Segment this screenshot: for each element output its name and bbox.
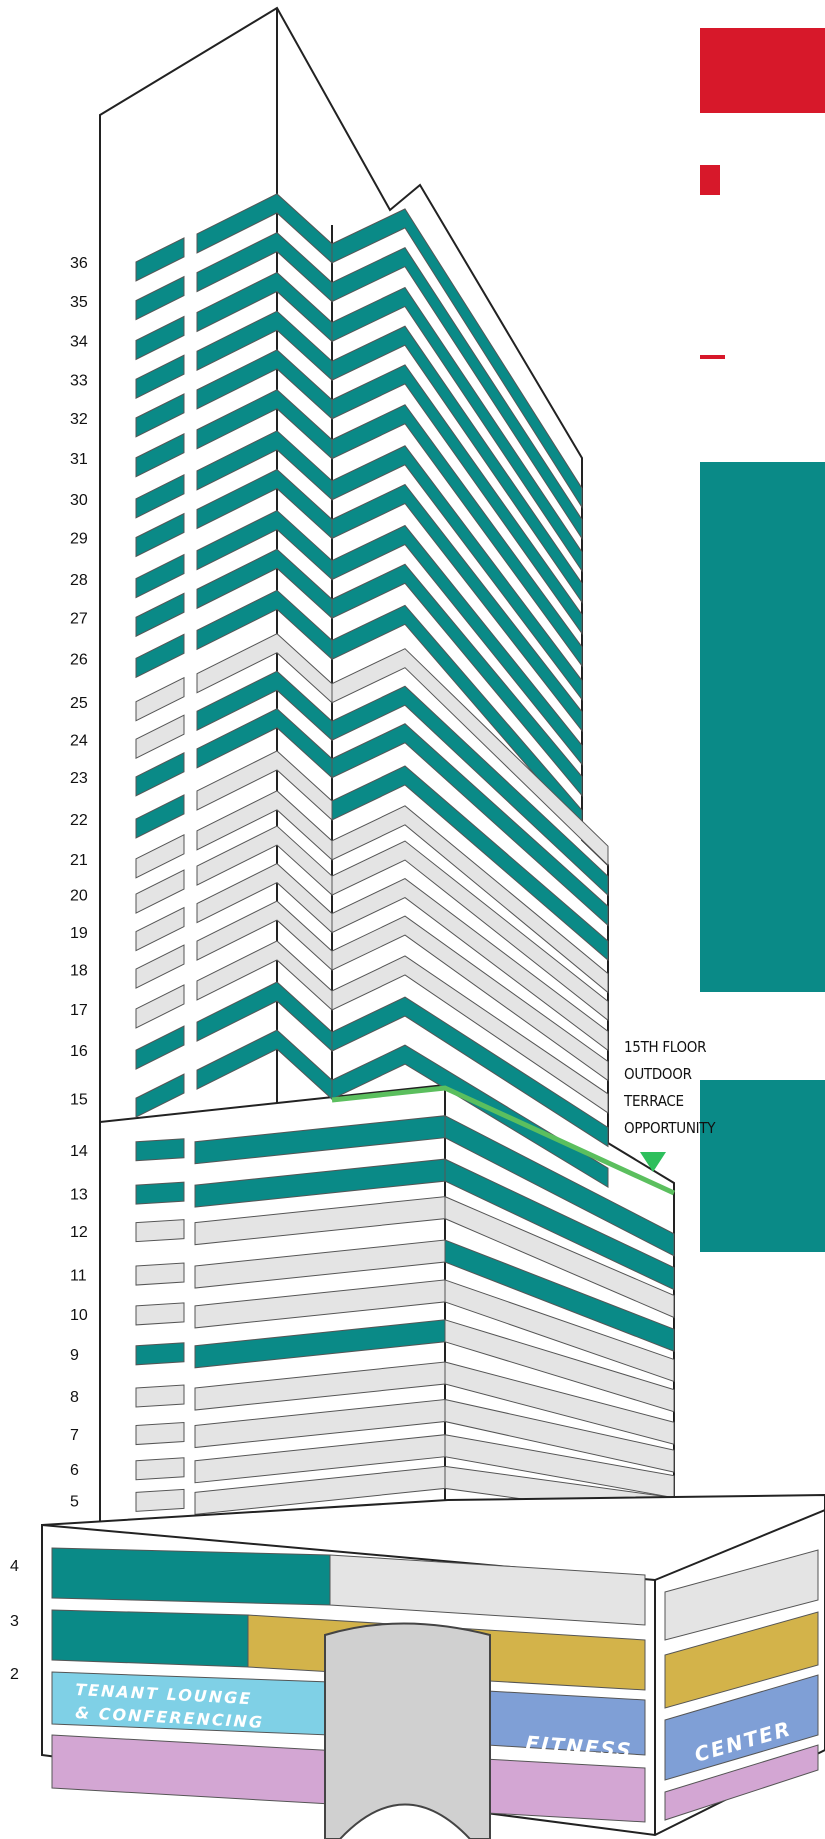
table-column bbox=[700, 1080, 825, 1252]
floor-label: 14 bbox=[70, 1143, 88, 1160]
floor-label: 10 bbox=[70, 1307, 88, 1324]
floor-label: 20 bbox=[70, 887, 88, 904]
floor-label: 30 bbox=[70, 492, 88, 509]
floor-label: 8 bbox=[70, 1389, 79, 1406]
tower bbox=[100, 8, 674, 1553]
window-band bbox=[136, 1182, 184, 1204]
annotation: TERRACE bbox=[623, 1092, 684, 1110]
floor-label: 12 bbox=[70, 1224, 88, 1241]
table-column bbox=[700, 462, 825, 992]
stacking-diagram: TENANT LOUNGE & CONFERENCING FITNESS CEN… bbox=[0, 0, 825, 1839]
floor-label: 15 bbox=[70, 1091, 88, 1108]
floor-label: 9 bbox=[70, 1347, 79, 1364]
window-band bbox=[136, 1489, 184, 1511]
floor-label: 2 bbox=[10, 1666, 19, 1683]
floor-label: 22 bbox=[70, 812, 88, 829]
floor-label: 23 bbox=[70, 770, 88, 787]
window-band bbox=[136, 1458, 184, 1480]
floor-label: 6 bbox=[70, 1462, 79, 1479]
floor-label: 19 bbox=[70, 925, 88, 942]
floor-label: 13 bbox=[70, 1186, 88, 1203]
floor-label: 36 bbox=[70, 255, 88, 272]
annotation: 15TH FLOOR bbox=[624, 1038, 706, 1056]
header-block bbox=[700, 28, 825, 113]
floor-label: 4 bbox=[10, 1558, 19, 1575]
annotation: OPPORTUNITY bbox=[624, 1119, 716, 1137]
floor-label: 35 bbox=[70, 294, 88, 311]
floor-label: 24 bbox=[70, 732, 88, 749]
floor-label: 32 bbox=[70, 411, 88, 428]
floor-label: 7 bbox=[70, 1427, 79, 1444]
floor-label: 5 bbox=[70, 1494, 79, 1511]
floor-label: 28 bbox=[70, 572, 88, 589]
floor-label: 17 bbox=[70, 1002, 88, 1019]
floor-label: 16 bbox=[70, 1043, 88, 1060]
podium: TENANT LOUNGE & CONFERENCING FITNESS CEN… bbox=[42, 1495, 825, 1839]
floor-label: 33 bbox=[70, 372, 88, 389]
floor-label: 11 bbox=[70, 1267, 87, 1284]
floor-label: 34 bbox=[70, 334, 88, 351]
floor-4-band bbox=[52, 1548, 330, 1605]
header-accent bbox=[700, 165, 720, 195]
floor-label: 21 bbox=[70, 852, 88, 869]
window-band bbox=[136, 1303, 184, 1325]
floor-label: 25 bbox=[70, 695, 88, 712]
floor-label: 29 bbox=[70, 531, 88, 548]
window-band bbox=[136, 1139, 184, 1161]
window-band bbox=[136, 1220, 184, 1242]
annotation: OUTDOOR bbox=[624, 1065, 692, 1083]
header-rule bbox=[700, 355, 725, 359]
window-band bbox=[136, 1343, 184, 1365]
window-band bbox=[136, 1263, 184, 1285]
floor-label: 31 bbox=[70, 451, 88, 468]
floor-label: 18 bbox=[70, 962, 88, 979]
floor-3-band bbox=[52, 1610, 248, 1667]
floor-label: 3 bbox=[10, 1613, 19, 1630]
window-band bbox=[136, 1385, 184, 1407]
floor-label: 26 bbox=[70, 652, 88, 669]
window-band bbox=[136, 1423, 184, 1445]
floor-label: 27 bbox=[70, 610, 88, 627]
